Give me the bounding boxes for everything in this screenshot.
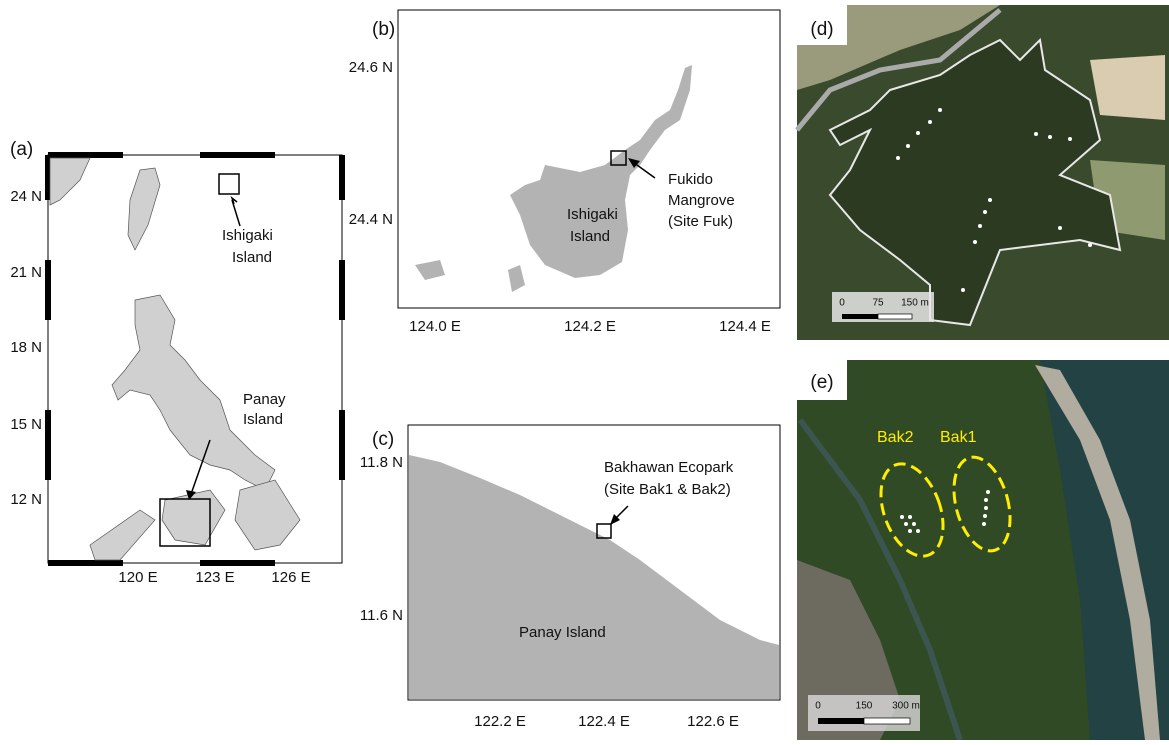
map-shape [984, 498, 988, 502]
scale-label: 75 [872, 298, 884, 309]
panel-label: (c) [372, 429, 394, 450]
figure: (a) 24 N 21 N 18 N 15 N 12 N 120 E 123 E… [0, 0, 1169, 740]
map-shape [928, 120, 932, 124]
map-shape [984, 506, 988, 510]
map-shape [938, 108, 942, 112]
annotation: Mangrove [668, 192, 735, 209]
x-tick-label: 123 E [195, 569, 234, 586]
y-tick-label: 21 N [10, 264, 42, 281]
map-shape [988, 198, 992, 202]
map-shape [916, 529, 920, 533]
map-shape [818, 718, 864, 724]
annotation: Island [232, 249, 272, 266]
map-shape [982, 522, 986, 526]
x-tick-label: 124.0 E [409, 318, 461, 335]
y-tick-label: 11.8 N [360, 454, 403, 471]
map-shape [916, 131, 920, 135]
annotation: Bakhawan Ecopark [604, 459, 734, 476]
annotation: Ishigaki [567, 206, 618, 223]
map-shape [973, 240, 977, 244]
map-shape [908, 529, 912, 533]
map-shape [896, 156, 900, 160]
y-tick-label: 12 N [10, 491, 42, 508]
map-shape [1034, 132, 1038, 136]
map-shape [983, 210, 987, 214]
map-shape [906, 144, 910, 148]
site-label: Bak1 [940, 429, 977, 446]
map-shape [1048, 135, 1052, 139]
annotation: Ishigaki [222, 227, 273, 244]
map-shape [978, 224, 982, 228]
x-tick-label: 124.4 E [719, 318, 771, 335]
map-shape [842, 314, 878, 319]
scale-label: 150 [856, 701, 873, 712]
panel-label: (b) [372, 19, 395, 40]
map-shape [986, 490, 990, 494]
map-shape [983, 514, 987, 518]
annotation: (Site Bak1 & Bak2) [604, 481, 731, 498]
x-tick-label: 122.6 E [687, 713, 739, 730]
map-shape [1058, 226, 1062, 230]
annotation: Island [243, 411, 283, 428]
site-label: Bak2 [877, 429, 914, 446]
annotation: Fukido [668, 171, 713, 188]
map-shape [908, 515, 912, 519]
panel-b: (b) 24.6 N 24.4 N 124.0 E 124.2 E 124.4 … [349, 10, 780, 335]
panel-label: (d) [810, 19, 833, 40]
annotation: Panay Island [519, 624, 606, 641]
x-tick-label: 120 E [118, 569, 157, 586]
scale-label: 300 m [892, 701, 920, 712]
map-shape [912, 522, 916, 526]
panel-d: (d) 0 75 150 m [797, 5, 1169, 340]
x-tick-label: 122.2 E [474, 713, 526, 730]
panel-c: (c) 11.8 N 11.6 N 122.2 E 122.4 E 122.6 … [360, 425, 780, 730]
scale-label: 0 [839, 298, 845, 309]
panel-e: (e) Bak2 Bak1 0 150 300 m [797, 360, 1169, 740]
scale-label: 0 [815, 701, 821, 712]
y-tick-label: 18 N [10, 339, 42, 356]
panel-label: (e) [810, 372, 833, 393]
y-tick-label: 24.6 N [349, 59, 393, 76]
map-shape [900, 515, 904, 519]
panel-label: (a) [10, 139, 33, 160]
y-tick-label: 11.6 N [360, 607, 403, 624]
map-shape [904, 522, 908, 526]
x-tick-label: 124.2 E [564, 318, 616, 335]
map-shape [1068, 137, 1072, 141]
annotation: Island [570, 228, 610, 245]
annotation: Panay [243, 391, 286, 408]
map-shape [1090, 55, 1165, 120]
y-tick-label: 24 N [10, 188, 42, 205]
annotation: (Site Fuk) [668, 213, 733, 230]
map-shape [961, 288, 965, 292]
map-shape [864, 718, 910, 724]
x-tick-label: 126 E [271, 569, 310, 586]
x-tick-label: 122.4 E [578, 713, 630, 730]
scale-label: 150 m [901, 298, 929, 309]
y-tick-label: 24.4 N [349, 211, 393, 228]
panel-a: (a) 24 N 21 N 18 N 15 N 12 N 120 E 123 E… [10, 139, 342, 586]
map-shape [878, 314, 912, 319]
map-shape [1088, 243, 1092, 247]
y-tick-label: 15 N [10, 416, 42, 433]
